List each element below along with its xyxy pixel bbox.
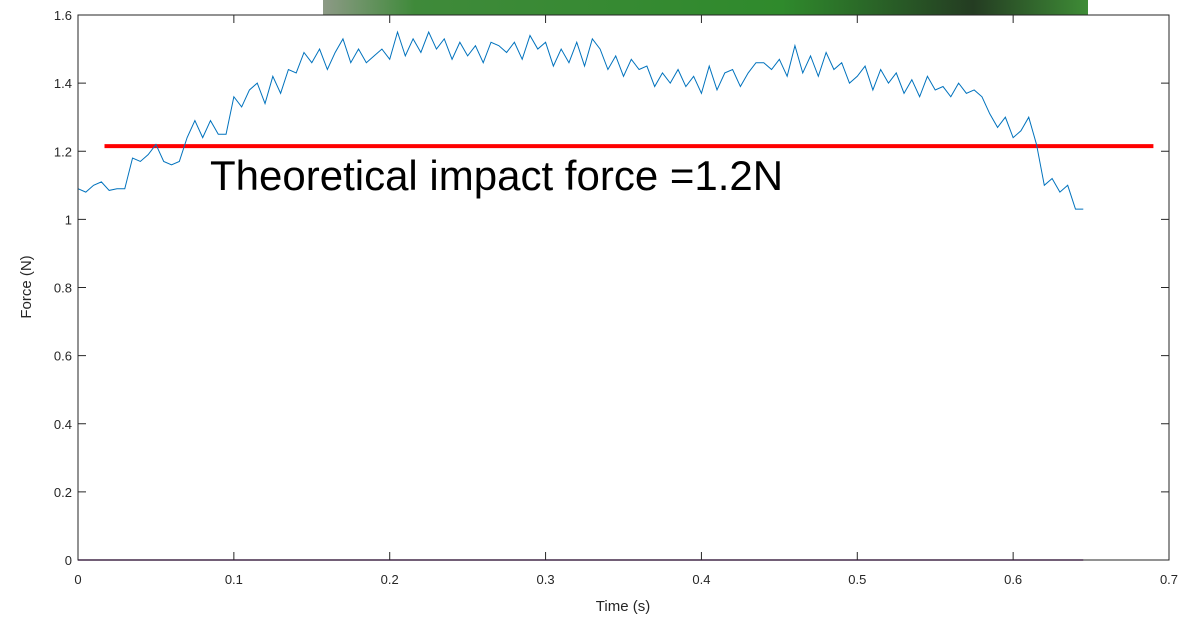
plot-area: [77, 30, 1154, 561]
x-tick-label: 0.3: [537, 572, 555, 587]
y-tick-label: 1: [65, 212, 72, 227]
x-tick-label: 0.2: [381, 572, 399, 587]
y-tick-label: 1.2: [54, 144, 72, 159]
y-tick-label: 0.2: [54, 485, 72, 500]
x-tick-label: 0.6: [1004, 572, 1022, 587]
annotation: Theoretical impact force =1.2N: [210, 152, 783, 199]
x-axis-label: Time (s): [596, 598, 650, 615]
x-tick-label: 0.5: [848, 572, 866, 587]
x-tick-label: 0.7: [1160, 572, 1178, 587]
y-tick-label: 0.8: [54, 281, 72, 296]
y-tick-label: 1.4: [54, 76, 72, 91]
y-tick-label: 0.6: [54, 349, 72, 364]
axes-box: [77, 14, 1170, 561]
photo-strip: [323, 0, 1088, 15]
y-tick-label: 0: [65, 553, 72, 568]
x-tick-label: 0.1: [225, 572, 243, 587]
data-line: [77, 30, 1084, 210]
y-axis-label: Force (N): [18, 255, 35, 318]
y-tick-label: 0.4: [54, 417, 72, 432]
y-tick-label: 1.6: [54, 8, 72, 23]
x-tick-label: 0.4: [692, 572, 710, 587]
x-tick-label: 0: [74, 572, 81, 587]
